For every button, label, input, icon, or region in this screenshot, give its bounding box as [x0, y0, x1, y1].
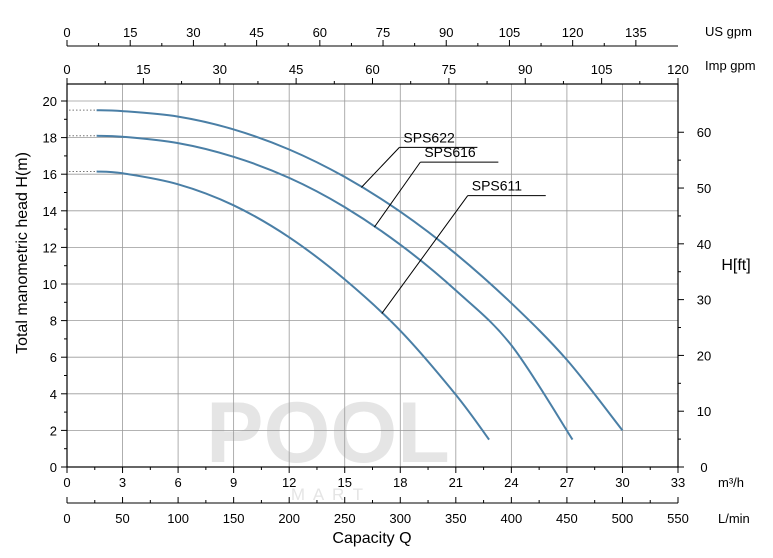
x-tick-label-m3h: 0: [63, 475, 70, 490]
lmin-axis-label: L/min: [718, 511, 750, 526]
x-tick-label-m3h: 12: [282, 475, 296, 490]
x-tick-label-lmin: 100: [167, 511, 189, 526]
x-tick-label-m3h: 33: [671, 475, 685, 490]
x-tick-label-imp-gpm: 15: [136, 62, 150, 77]
y-tick-label-left: 18: [43, 131, 57, 146]
x-tick-label-m3h: 15: [337, 475, 351, 490]
x-tick-label-lmin: 200: [278, 511, 300, 526]
y-tick-label-left: 4: [50, 387, 57, 402]
x-tick-label-us-gpm: 75: [376, 25, 390, 40]
x-tick-label-lmin: 0: [63, 511, 70, 526]
x-tick-label-lmin: 300: [389, 511, 411, 526]
x-tick-label-m3h: 9: [230, 475, 237, 490]
y-tick-label-left: 20: [43, 94, 57, 109]
x-tick-label-m3h: 30: [615, 475, 629, 490]
x-tick-label-m3h: 27: [560, 475, 574, 490]
x-tick-label-m3h: 6: [174, 475, 181, 490]
x-tick-label-us-gpm: 105: [499, 25, 521, 40]
y-tick-label-right: 0: [700, 460, 707, 475]
y-tick-label-right: 30: [697, 293, 711, 308]
leader-sps611: [381, 195, 469, 314]
series: [69, 109, 624, 441]
x-tick-label-us-gpm: 135: [625, 25, 647, 40]
x-tick-label-imp-gpm: 30: [213, 62, 227, 77]
x-tick-label-lmin: 500: [612, 511, 634, 526]
x-tick-label-imp-gpm: 75: [442, 62, 456, 77]
x-tick-label-imp-gpm: 105: [591, 62, 613, 77]
x-tick-label-lmin: 50: [115, 511, 129, 526]
series-label-sps611: SPS611: [472, 178, 523, 194]
grid: [67, 84, 678, 467]
y-tick-label-left: 16: [43, 167, 57, 182]
x-tick-label-us-gpm: 90: [439, 25, 453, 40]
leader-sps616: [373, 161, 421, 228]
y-tick-label-right: 20: [697, 348, 711, 363]
curve-sps622: [96, 109, 624, 432]
y-tick-label-left: 0: [50, 460, 57, 475]
x-tick-label-imp-gpm: 45: [289, 62, 303, 77]
y-tick-label-right: 60: [697, 125, 711, 140]
y-tick-label-left: 14: [43, 204, 57, 219]
watermark-subtext: M A R T: [291, 485, 365, 504]
x-tick-label-us-gpm: 45: [249, 25, 263, 40]
x-tick-label-lmin: 450: [556, 511, 578, 526]
x-tick-label-lmin: 400: [501, 511, 523, 526]
x-tick-label-imp-gpm: 120: [667, 62, 689, 77]
y-tick-label-left: 6: [50, 350, 57, 365]
us-gpm-axis-label: US gpm: [705, 24, 752, 39]
x-tick-label-imp-gpm: 60: [365, 62, 379, 77]
axes: 0 3 6 9 12 15 18 21 24 27 30 330 50 100 150 200 250 300 35…: [43, 25, 712, 526]
y-tick-label-left: 2: [50, 423, 57, 438]
x-tick-label-us-gpm: 0: [63, 25, 70, 40]
watermark-logo-text: POOL: [206, 385, 450, 481]
series-label-sps616: SPS616: [424, 144, 476, 160]
x-tick-label-lmin: 250: [334, 511, 356, 526]
x-tick-label-lmin: 550: [667, 511, 689, 526]
y-tick-label-right: 10: [697, 404, 711, 419]
y-axis-right-title: H[ft]: [721, 257, 750, 274]
curve-sps611: [96, 170, 490, 441]
axis-titles: US gpm Imp gpm m³/h L/min Capacity Q Tot…: [14, 24, 756, 547]
leader-sps622: [361, 147, 400, 188]
x-tick-label-imp-gpm: 0: [63, 62, 70, 77]
x-tick-label-m3h: 24: [504, 475, 518, 490]
m3h-axis-label: m³/h: [718, 475, 744, 490]
watermark: POOL M A R T: [206, 385, 450, 504]
x-tick-label-m3h: 3: [119, 475, 126, 490]
x-tick-label-us-gpm: 30: [186, 25, 200, 40]
y-tick-label-left: 8: [50, 314, 57, 329]
x-tick-label-us-gpm: 120: [562, 25, 584, 40]
x-tick-label-imp-gpm: 90: [518, 62, 532, 77]
x-tick-label-lmin: 150: [223, 511, 245, 526]
y-tick-label-right: 50: [697, 181, 711, 196]
y-tick-label-left: 12: [43, 240, 57, 255]
curve-sps616: [96, 134, 574, 441]
x-tick-label-us-gpm: 60: [313, 25, 327, 40]
y-axis-left-title: Total manometric head H(m): [14, 152, 31, 354]
imp-gpm-axis-label: Imp gpm: [705, 58, 756, 73]
x-tick-label-lmin: 350: [445, 511, 467, 526]
y-tick-label-left: 10: [43, 277, 57, 292]
x-tick-label-us-gpm: 15: [123, 25, 137, 40]
y-tick-label-right: 40: [697, 237, 711, 252]
x-tick-label-m3h: 18: [393, 475, 407, 490]
x-axis-title: Capacity Q: [332, 530, 411, 547]
series-label-sps622: SPS622: [403, 129, 455, 145]
x-tick-label-m3h: 21: [449, 475, 463, 490]
